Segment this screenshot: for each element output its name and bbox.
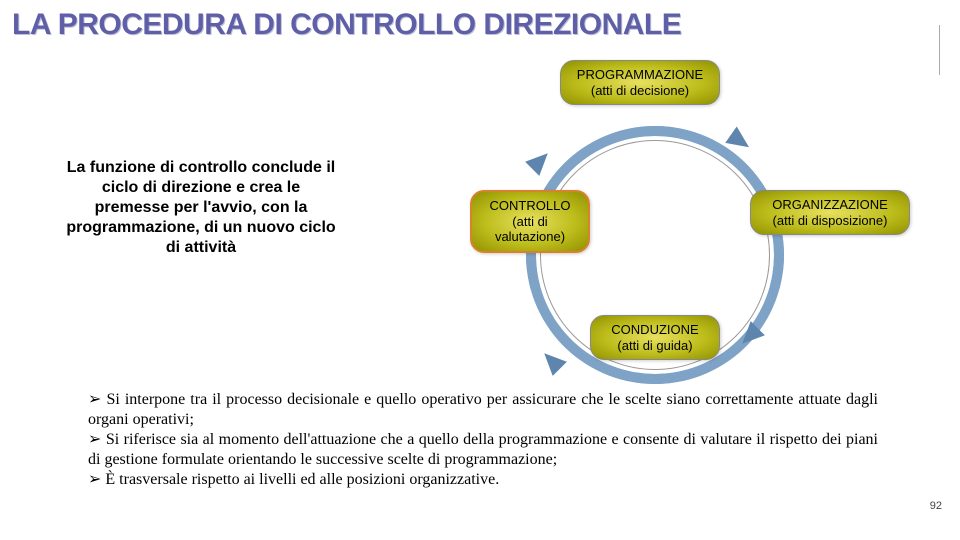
node-label: CONTROLLO — [484, 198, 576, 214]
node-organizzazione: ORGANIZZAZIONE (atti di disposizione) — [750, 190, 910, 235]
bullet-item: ➢ Si riferisce sia al momento dell'attua… — [88, 430, 878, 470]
summary-paragraph: La funzione di controllo conclude il cic… — [66, 158, 336, 258]
bullet-icon: ➢ — [88, 391, 101, 408]
node-label: CONDUZIONE — [603, 322, 707, 338]
page-number: 92 — [930, 500, 942, 512]
bullet-icon: ➢ — [88, 471, 101, 488]
cycle-diagram: PROGRAMMAZIONE (atti di decisione) ORGAN… — [430, 50, 910, 370]
bullet-item: ➢ Si interpone tra il processo decisiona… — [88, 390, 878, 430]
bullet-text: Si riferisce sia al momento dell'attuazi… — [88, 431, 878, 468]
node-label: ORGANIZZAZIONE — [763, 197, 897, 213]
node-sublabel: (atti di decisione) — [573, 83, 707, 99]
cycle-arc — [479, 79, 831, 431]
bullet-item: ➢ È trasversale rispetto ai livelli ed a… — [88, 470, 878, 490]
cycle-arrow-icon — [525, 146, 555, 176]
node-sublabel: (atti di guida) — [603, 338, 707, 354]
node-sublabel: (atti di valutazione) — [484, 214, 576, 245]
node-conduzione: CONDUZIONE (atti di guida) — [590, 315, 720, 360]
page-title: LA PROCEDURA DI CONTROLLO DIREZIONALE — [12, 8, 681, 42]
bullet-list: ➢ Si interpone tra il processo decisiona… — [88, 390, 878, 490]
node-sublabel: (atti di disposizione) — [763, 213, 897, 229]
cycle-arrow-icon — [537, 346, 567, 376]
bullet-text: Si interpone tra il processo decisionale… — [88, 391, 878, 428]
bullet-icon: ➢ — [88, 431, 101, 448]
side-rule — [939, 25, 940, 75]
node-controllo: CONTROLLO (atti di valutazione) — [470, 190, 590, 253]
node-label: PROGRAMMAZIONE — [573, 67, 707, 83]
bullet-text: È trasversale rispetto ai livelli ed all… — [105, 471, 499, 488]
node-programmazione: PROGRAMMAZIONE (atti di decisione) — [560, 60, 720, 105]
